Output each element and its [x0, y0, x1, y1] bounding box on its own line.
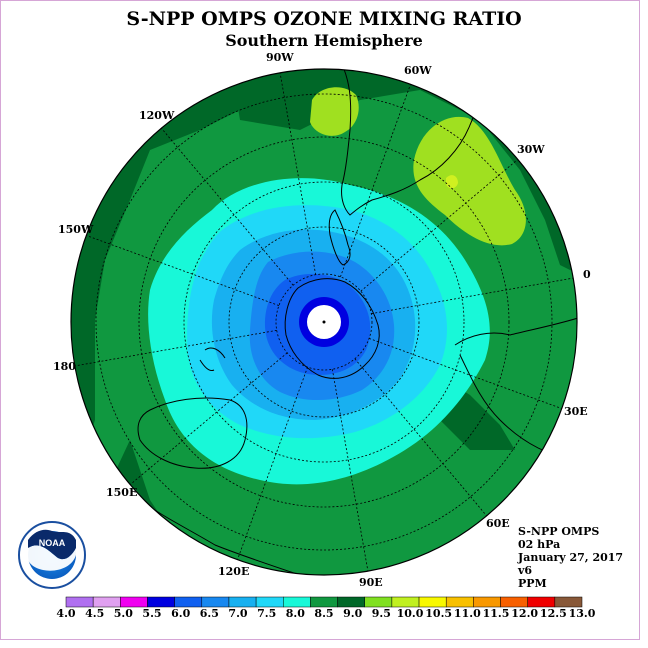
lon-label-0: 0	[583, 268, 591, 281]
colorbar-tick-label: 5.5	[142, 607, 162, 620]
lon-label-150w: 150W	[58, 223, 94, 236]
info-instrument: S-NPP OMPS	[518, 525, 600, 538]
colorbar-swatch-7.0	[228, 596, 257, 608]
colorbar-swatch-5.5	[147, 596, 175, 608]
lon-label-180: 180	[53, 360, 76, 373]
colorbar-swatch-11.5	[473, 596, 501, 608]
colorbar-tick-label: 13.0	[568, 607, 596, 620]
map-boundary	[70, 68, 578, 576]
map-subtitle: Southern Hemisphere	[225, 31, 423, 50]
colorbar-swatch-12.5	[527, 596, 556, 608]
lon-label-120e: 120E	[218, 565, 250, 578]
band-8.5-9.0-west	[71, 69, 300, 575]
colorbar-tick-label: 6.5	[199, 607, 219, 620]
colorbar-swatch-4.5	[92, 596, 121, 608]
colorbar-swatch-9.0	[337, 596, 365, 608]
ozone-field	[71, 69, 577, 575]
colorbar-swatch-10.0	[391, 596, 420, 608]
colorbar-tick-label: 7.0	[228, 607, 248, 620]
colorbar-swatch-12.0	[500, 596, 528, 608]
colorbar-swatch-4.0	[65, 596, 94, 608]
lon-label-120w: 120W	[139, 109, 175, 122]
colorbar-tick-label: 10.5	[425, 607, 453, 620]
noaa-logo-text: NOAA	[39, 538, 66, 548]
band-9.0-9.5-patch2	[413, 116, 526, 246]
colorbar-tick-label: 4.0	[56, 607, 76, 620]
band-9.5-10.0-spot	[446, 175, 458, 189]
colorbar-swatch-6.5	[201, 596, 230, 608]
latitude-circle-2	[228, 226, 420, 418]
colorbar-tick-label: 4.5	[85, 607, 105, 620]
colorbar-tick-label: 11.0	[453, 607, 481, 620]
colorbar-tick-label: 12.5	[539, 607, 567, 620]
latitude-circle-5	[95, 93, 553, 551]
colorbar-tick-label: 8.5	[314, 607, 334, 620]
colorbar-tick-label: 7.5	[257, 607, 277, 620]
colorbar-swatch-8.5	[310, 596, 338, 608]
figure-frame	[0, 0, 640, 640]
band-9.0-9.5-patch1	[310, 87, 359, 136]
colorbar-swatch-7.5	[255, 596, 284, 608]
info-level: 02 hPa	[518, 538, 561, 551]
latitude-circle-3	[183, 181, 465, 463]
lon-label-90e: 90E	[359, 576, 383, 589]
latitude-circle-4	[138, 136, 510, 508]
info-units: PPM	[518, 577, 547, 590]
colorbar-swatch-5.0	[120, 596, 148, 608]
colorbar-swatch-9.5	[364, 596, 393, 608]
lon-label-60e: 60E	[486, 517, 510, 530]
colorbar-tick-label: 6.0	[171, 607, 191, 620]
colorbar-tick-label: 10.0	[396, 607, 424, 620]
lon-label-60w: 60W	[404, 64, 432, 77]
lon-label-150e: 150E	[106, 486, 138, 499]
graticule	[74, 72, 574, 572]
colorbar-swatch-11.0	[445, 596, 474, 608]
colorbar-swatch-10.5	[418, 596, 447, 608]
colorbar-tick-label: 11.5	[482, 607, 510, 620]
latitude-circle-1	[275, 273, 373, 371]
map-title: S-NPP OMPS OZONE MIXING RATIO	[126, 8, 522, 30]
noaa-logo: NOAA	[18, 521, 86, 589]
colorbar	[65, 596, 583, 608]
colorbar-tick-label: 9.5	[371, 607, 391, 620]
colorbar-tick-label: 12.0	[511, 607, 539, 620]
lon-label-90w: 90W	[266, 51, 294, 64]
colorbar-tick-label: 8.0	[285, 607, 305, 620]
south-pole	[322, 320, 326, 324]
colorbar-swatch-6.0	[174, 596, 203, 608]
colorbar-swatch-13.0	[554, 596, 583, 608]
info-version: v6	[518, 564, 533, 577]
colorbar-tick-label: 5.0	[113, 607, 133, 620]
coastlines	[137, 69, 577, 575]
colorbar-tick-label: 9.0	[343, 607, 363, 620]
lon-label-30e: 30E	[564, 405, 588, 418]
colorbar-swatch-8.0	[283, 596, 311, 608]
lon-label-30w: 30W	[517, 143, 545, 156]
info-date: January 27, 2017	[518, 551, 624, 564]
